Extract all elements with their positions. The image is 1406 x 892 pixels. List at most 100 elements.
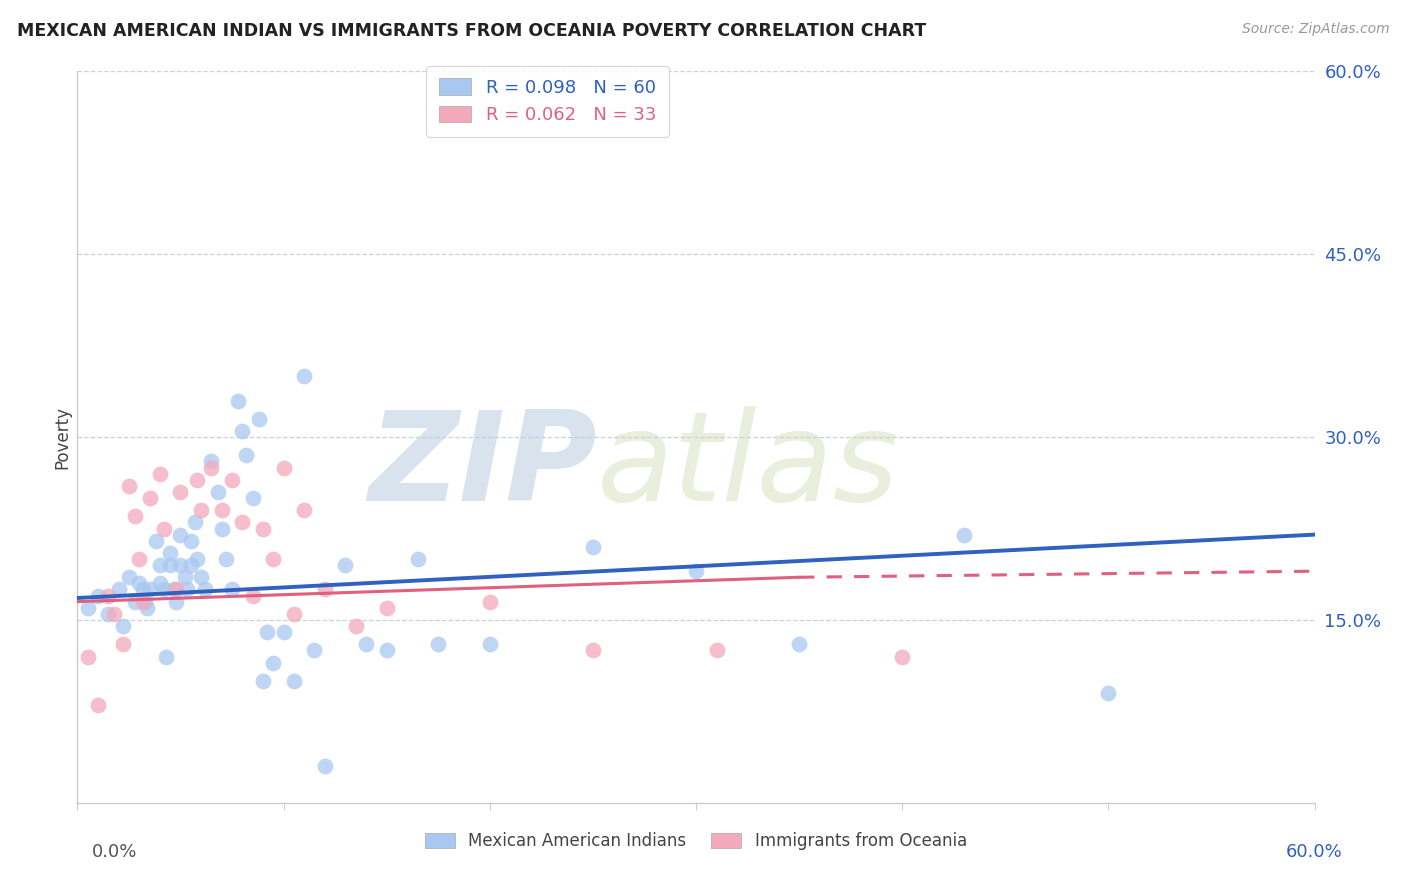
Point [478, 594, 501, 608]
Point [292, 503, 315, 517]
Point [128, 576, 150, 591]
Point [582, 643, 605, 657]
Point [153, 582, 176, 597]
Point [87, 589, 110, 603]
Point [76, 600, 98, 615]
Point [235, 448, 257, 462]
Point [221, 582, 243, 597]
Point [283, 673, 305, 688]
Point [169, 527, 191, 541]
Point [103, 607, 125, 621]
Legend: R = 0.098   N = 60, R = 0.062   N = 33: R = 0.098 N = 60, R = 0.062 N = 33 [426, 66, 669, 136]
Point [375, 600, 398, 615]
Point [344, 619, 367, 633]
Point [132, 582, 155, 597]
Point [128, 552, 150, 566]
Text: Source: ZipAtlas.com: Source: ZipAtlas.com [1241, 22, 1389, 37]
Point [124, 594, 146, 608]
Text: 60.0%: 60.0% [1286, 843, 1343, 861]
Point [314, 759, 336, 773]
Point [215, 552, 238, 566]
Point [273, 460, 295, 475]
Point [124, 509, 146, 524]
Point [169, 485, 191, 500]
Point [138, 491, 160, 505]
Text: 0.0%: 0.0% [91, 843, 136, 861]
Point [200, 460, 222, 475]
Point [221, 473, 243, 487]
Point [354, 637, 377, 651]
Point [582, 540, 605, 554]
Point [180, 533, 202, 548]
Point [314, 582, 336, 597]
Point [252, 673, 274, 688]
Point [242, 589, 264, 603]
Point [149, 576, 172, 591]
Point [165, 582, 187, 597]
Point [406, 552, 429, 566]
Point [953, 527, 976, 541]
Point [134, 594, 156, 608]
Point [87, 698, 110, 713]
Point [256, 625, 278, 640]
Point [891, 649, 914, 664]
Point [132, 594, 155, 608]
Point [159, 558, 181, 573]
Point [211, 503, 233, 517]
Point [165, 594, 187, 608]
Point [231, 424, 253, 438]
Point [155, 649, 177, 664]
Point [190, 570, 212, 584]
Text: ZIP: ZIP [368, 406, 598, 527]
Point [111, 637, 134, 651]
Point [787, 637, 810, 651]
Point [262, 552, 284, 566]
Point [159, 546, 181, 560]
Point [186, 473, 208, 487]
Point [176, 582, 198, 597]
Point [194, 582, 217, 597]
Point [180, 558, 202, 573]
Point [1097, 686, 1119, 700]
Point [97, 589, 120, 603]
Point [211, 521, 233, 535]
Point [292, 369, 315, 384]
Point [273, 625, 295, 640]
Point [97, 607, 120, 621]
Point [153, 521, 176, 535]
Point [149, 558, 172, 573]
Y-axis label: Poverty: Poverty [53, 406, 72, 468]
Text: atlas: atlas [598, 406, 898, 527]
Point [226, 393, 249, 408]
Point [247, 412, 270, 426]
Point [169, 558, 191, 573]
Point [427, 637, 450, 651]
Point [118, 479, 141, 493]
Point [685, 564, 707, 578]
Point [231, 516, 253, 530]
Point [335, 558, 357, 573]
Point [252, 521, 274, 535]
Point [107, 582, 129, 597]
Point [207, 485, 229, 500]
Point [375, 643, 398, 657]
Point [200, 454, 222, 468]
Point [262, 656, 284, 670]
Point [283, 607, 305, 621]
Point [184, 516, 207, 530]
Point [145, 533, 167, 548]
Point [118, 570, 141, 584]
Point [173, 570, 195, 584]
Point [190, 503, 212, 517]
Point [706, 643, 728, 657]
Text: MEXICAN AMERICAN INDIAN VS IMMIGRANTS FROM OCEANIA POVERTY CORRELATION CHART: MEXICAN AMERICAN INDIAN VS IMMIGRANTS FR… [17, 22, 927, 40]
Point [163, 582, 186, 597]
Point [304, 643, 326, 657]
Point [138, 582, 160, 597]
Point [136, 600, 159, 615]
Point [111, 619, 134, 633]
Point [186, 552, 208, 566]
Point [478, 637, 501, 651]
Point [242, 491, 264, 505]
Point [149, 467, 172, 481]
